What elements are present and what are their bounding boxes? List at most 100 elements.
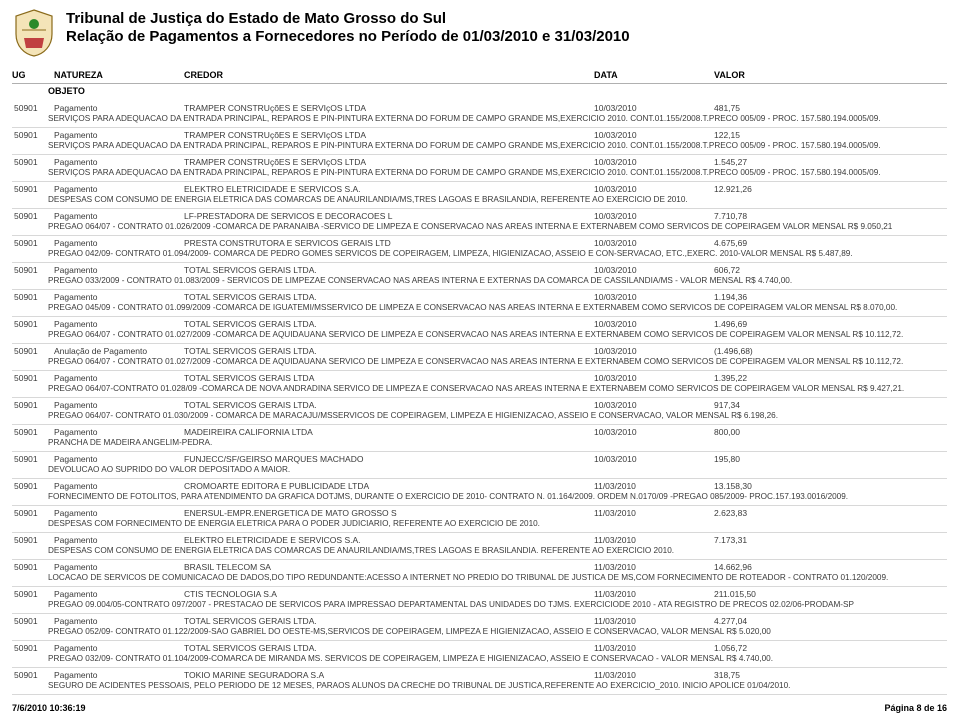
entry-data: 10/03/2010 <box>594 319 714 329</box>
entry-valor: 318,75 <box>714 670 814 680</box>
col-credor: CREDOR <box>184 70 594 81</box>
entry-summary-row: 50901PagamentoTOTAL SERVICOS GERAIS LTDA… <box>12 373 947 383</box>
col-objeto: OBJETO <box>48 86 947 97</box>
entry-credor: TOTAL SERVICOS GERAIS LTDA. <box>184 400 594 410</box>
entry-data: 10/03/2010 <box>594 346 714 356</box>
entry-summary-row: 50901PagamentoENERSUL-EMPR.ENERGETICA DE… <box>12 508 947 518</box>
entry-natureza: Pagamento <box>54 157 184 167</box>
entry-summary-row: 50901PagamentoTOTAL SERVICOS GERAIS LTDA… <box>12 643 947 653</box>
entry-data: 11/03/2010 <box>594 508 714 518</box>
entry-objeto-desc: DESPESAS COM CONSUMO DE ENERGIA ELETRICA… <box>12 545 922 557</box>
entry-objeto-desc: DESPESAS COM FORNECIMENTO DE ENERGIA ELE… <box>12 518 922 530</box>
entry-summary-row: 50901Anulação de PagamentoTOTAL SERVICOS… <box>12 346 947 356</box>
header-titles: Tribunal de Justiça do Estado de Mato Gr… <box>66 8 630 46</box>
payment-entry: 50901PagamentoTRAMPER CONSTRUçõES E SERV… <box>12 101 947 128</box>
entry-data: 10/03/2010 <box>594 265 714 275</box>
entry-credor: TOKIO MARINE SEGURADORA S.A <box>184 670 594 680</box>
entry-natureza: Pagamento <box>54 643 184 653</box>
entry-valor: 2.623,83 <box>714 508 814 518</box>
entry-data: 11/03/2010 <box>594 535 714 545</box>
entry-data: 10/03/2010 <box>594 238 714 248</box>
entry-natureza: Pagamento <box>54 265 184 275</box>
entry-summary-row: 50901PagamentoTRAMPER CONSTRUçõES E SERV… <box>12 157 947 167</box>
header-title-1: Tribunal de Justiça do Estado de Mato Gr… <box>66 10 630 28</box>
entry-natureza: Pagamento <box>54 589 184 599</box>
entry-ug: 50901 <box>12 265 54 275</box>
entry-summary-row: 50901PagamentoMADEIREIRA CALIFORNIA LTDA… <box>12 427 947 437</box>
entry-valor: 917,34 <box>714 400 814 410</box>
payment-entry: 50901PagamentoTOKIO MARINE SEGURADORA S.… <box>12 668 947 695</box>
entry-natureza: Pagamento <box>54 319 184 329</box>
col-natureza: NATUREZA <box>54 70 184 81</box>
entry-ug: 50901 <box>12 130 54 140</box>
entry-valor: (1.496,68) <box>714 346 814 356</box>
entry-objeto-desc: PREGAO 033/2009 - CONTRATO 01.083/2009 -… <box>12 275 922 287</box>
entry-ug: 50901 <box>12 454 54 464</box>
entry-objeto-desc: SERVIÇOS PARA ADEQUACAO DA ENTRADA PRINC… <box>12 140 922 152</box>
header-title-2: Relação de Pagamentos a Fornecedores no … <box>66 28 630 46</box>
entry-ug: 50901 <box>12 535 54 545</box>
entry-ug: 50901 <box>12 211 54 221</box>
entry-objeto-desc: DESPESAS COM CONSUMO DE ENERGIA ELETRICA… <box>12 194 922 206</box>
entry-ug: 50901 <box>12 319 54 329</box>
entry-data: 11/03/2010 <box>594 589 714 599</box>
entry-credor: TRAMPER CONSTRUçõES E SERVIçOS LTDA <box>184 130 594 140</box>
payment-entry: 50901PagamentoELEKTRO ELETRICIDADE E SER… <box>12 533 947 560</box>
entry-data: 10/03/2010 <box>594 454 714 464</box>
entry-credor: CTIS TECNOLOGIA S.A <box>184 589 594 599</box>
entry-valor: 122,15 <box>714 130 814 140</box>
entry-credor: ELEKTRO ELETRICIDADE E SERVICOS S.A. <box>184 184 594 194</box>
col-data: DATA <box>594 70 714 81</box>
entry-valor: 606,72 <box>714 265 814 275</box>
court-logo <box>12 8 56 58</box>
entry-ug: 50901 <box>12 400 54 410</box>
entry-data: 11/03/2010 <box>594 562 714 572</box>
payment-entry: 50901PagamentoTOTAL SERVICOS GERAIS LTDA… <box>12 371 947 398</box>
entry-summary-row: 50901PagamentoLF-PRESTADORA DE SERVICOS … <box>12 211 947 221</box>
entry-summary-row: 50901PagamentoCROMOARTE EDITORA E PUBLIC… <box>12 481 947 491</box>
entries-list: 50901PagamentoTRAMPER CONSTRUçõES E SERV… <box>12 101 947 696</box>
payment-entry: 50901PagamentoENERSUL-EMPR.ENERGETICA DE… <box>12 506 947 533</box>
entry-natureza: Pagamento <box>54 103 184 113</box>
entry-valor: 1.194,36 <box>714 292 814 302</box>
entry-ug: 50901 <box>12 670 54 680</box>
entry-credor: TRAMPER CONSTRUçõES E SERVIçOS LTDA <box>184 103 594 113</box>
entry-summary-row: 50901PagamentoFUNJECC/SF/GEIRSO MARQUES … <box>12 454 947 464</box>
entry-credor: TOTAL SERVICOS GERAIS LTDA. <box>184 265 594 275</box>
entry-summary-row: 50901PagamentoTOTAL SERVICOS GERAIS LTDA… <box>12 400 947 410</box>
entry-valor: 800,00 <box>714 427 814 437</box>
entry-ug: 50901 <box>12 427 54 437</box>
payment-entry: 50901PagamentoELEKTRO ELETRICIDADE E SER… <box>12 182 947 209</box>
entry-objeto-desc: PRANCHA DE MADEIRA ANGELIM-PEDRA. <box>12 437 922 449</box>
entry-data: 11/03/2010 <box>594 616 714 626</box>
shield-icon <box>12 8 56 58</box>
entry-summary-row: 50901PagamentoTRAMPER CONSTRUçõES E SERV… <box>12 130 947 140</box>
entry-credor: MADEIREIRA CALIFORNIA LTDA <box>184 427 594 437</box>
entry-credor: TOTAL SERVICOS GERAIS LTDA. <box>184 292 594 302</box>
footer-pagenum: Página 8 de 16 <box>884 703 947 714</box>
entry-summary-row: 50901PagamentoTRAMPER CONSTRUçõES E SERV… <box>12 103 947 113</box>
entry-natureza: Anulação de Pagamento <box>54 346 184 356</box>
payment-entry: 50901PagamentoTRAMPER CONSTRUçõES E SERV… <box>12 155 947 182</box>
entry-data: 11/03/2010 <box>594 481 714 491</box>
entry-data: 10/03/2010 <box>594 157 714 167</box>
entry-objeto-desc: SEGURO DE ACIDENTES PESSOAIS, PELO PERIO… <box>12 680 922 692</box>
entry-valor: 481,75 <box>714 103 814 113</box>
entry-data: 11/03/2010 <box>594 670 714 680</box>
entry-valor: 12.921,26 <box>714 184 814 194</box>
entry-natureza: Pagamento <box>54 616 184 626</box>
entry-natureza: Pagamento <box>54 670 184 680</box>
payment-entry: 50901PagamentoTOTAL SERVICOS GERAIS LTDA… <box>12 290 947 317</box>
entry-summary-row: 50901PagamentoELEKTRO ELETRICIDADE E SER… <box>12 184 947 194</box>
col-ug: UG <box>12 70 54 81</box>
payment-entry: 50901PagamentoTRAMPER CONSTRUçõES E SERV… <box>12 128 947 155</box>
payment-entry: 50901PagamentoCROMOARTE EDITORA E PUBLIC… <box>12 479 947 506</box>
payment-entry: 50901PagamentoTOTAL SERVICOS GERAIS LTDA… <box>12 263 947 290</box>
entry-data: 10/03/2010 <box>594 373 714 383</box>
entry-ug: 50901 <box>12 616 54 626</box>
payment-entry: 50901PagamentoMADEIREIRA CALIFORNIA LTDA… <box>12 425 947 452</box>
entry-ug: 50901 <box>12 103 54 113</box>
entry-natureza: Pagamento <box>54 130 184 140</box>
entry-natureza: Pagamento <box>54 292 184 302</box>
entry-objeto-desc: PREGAO 064/07 - CONTRATO 01.027/2009 -CO… <box>12 329 922 341</box>
